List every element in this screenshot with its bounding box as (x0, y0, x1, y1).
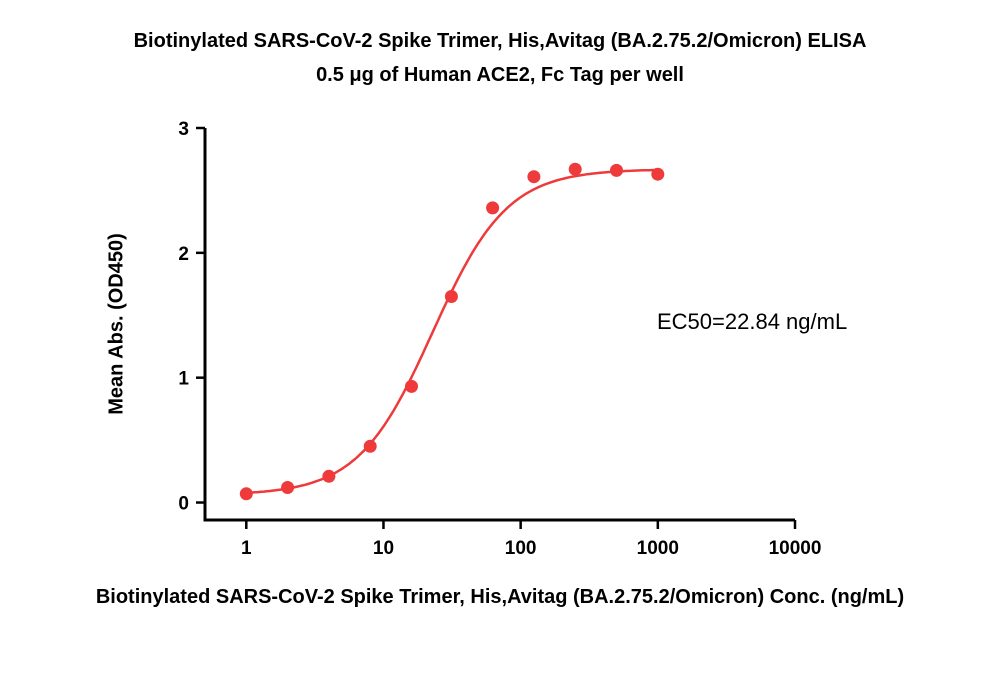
y-tick-label: 0 (178, 494, 189, 515)
chart-title-line1: Biotinylated SARS-CoV-2 Spike Trimer, Hi… (133, 30, 867, 52)
data-point (527, 170, 541, 184)
data-point (610, 163, 623, 177)
ec50-annotation: EC50=22.84 ng/mL (657, 309, 848, 334)
data-point (322, 469, 336, 483)
fit-curve (246, 168, 658, 495)
y-tick-label: 2 (178, 244, 189, 265)
data-point (444, 290, 458, 303)
data-point (405, 379, 418, 393)
data-point (281, 481, 295, 494)
x-tick-label: 10 (373, 538, 394, 559)
data-point (239, 487, 253, 501)
data-point (486, 201, 500, 215)
y-tick-label: 3 (178, 119, 189, 140)
x-axis-label: Biotinylated SARS-CoV-2 Spike Trimer, Hi… (95, 586, 905, 608)
x-tick-label: 1 (241, 538, 252, 559)
data-point (363, 439, 377, 453)
x-tick-label: 10000 (769, 538, 822, 559)
x-tick-label: 100 (505, 538, 537, 559)
axes-frame (203, 128, 795, 522)
chart-title: Biotinylated SARS-CoV-2 Spike Trimer, Hi… (0, 24, 1000, 92)
y-tick-label: 1 (178, 369, 189, 390)
data-point (651, 167, 665, 181)
x-tick-label: 1000 (637, 538, 679, 559)
chart-title-line2: 0.5 μg of Human ACE2, Fc Tag per well (316, 64, 684, 86)
data-point (568, 162, 582, 176)
